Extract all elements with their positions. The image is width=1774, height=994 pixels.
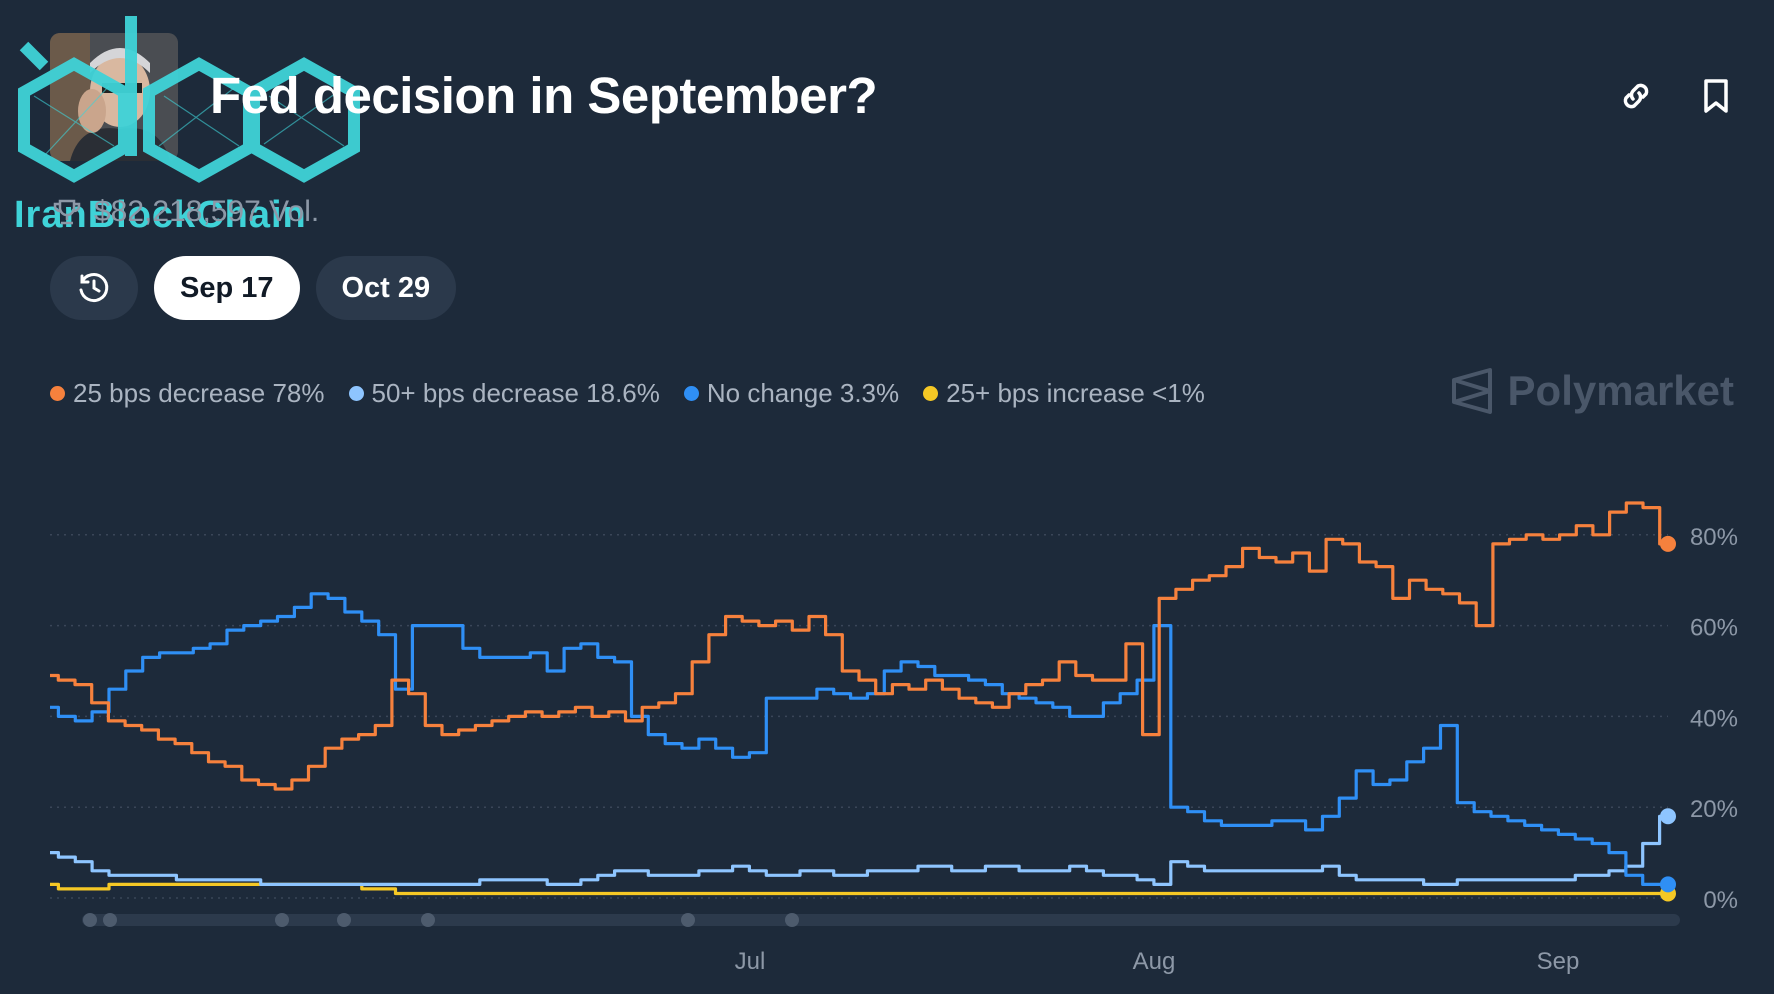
legend-dot [50, 386, 65, 401]
date-tabs: Sep 17 Oct 29 [50, 256, 457, 320]
iranblockchain-watermark-logo [18, 16, 360, 183]
scrubber-marker[interactable] [337, 913, 351, 927]
legend-label: 25+ bps increase <1% [946, 378, 1205, 408]
x-tick-label: Aug [1133, 948, 1176, 975]
series-line-1 [50, 814, 1668, 886]
link-icon[interactable] [1616, 76, 1656, 116]
legend-dot [923, 386, 939, 401]
series-line-2 [50, 592, 1668, 886]
tab-oct-29[interactable]: Oct 29 [315, 256, 457, 320]
scrubber-marker[interactable] [421, 913, 435, 927]
legend-item-25bps-decrease: 25 bps decrease 78% [50, 378, 325, 409]
history-tab[interactable] [50, 256, 138, 320]
y-tick-label: 60% [1690, 615, 1738, 642]
y-tick-label: 40% [1690, 705, 1738, 732]
scrubber-marker[interactable] [681, 913, 695, 927]
scrubber-marker[interactable] [785, 913, 799, 927]
scrubber-marker[interactable] [103, 913, 117, 927]
y-axis-ticks: 80% 60% 40% 20% 0% [1690, 524, 1738, 914]
trophy-icon [53, 199, 81, 225]
volume-text: $82,218,597 Vol. [94, 195, 320, 228]
scrubber-track[interactable] [82, 914, 1680, 926]
chart-legend: 25 bps decrease 78% 50+ bps decrease 18.… [50, 378, 1205, 409]
legend-dot [348, 386, 364, 401]
legend-dot [683, 386, 699, 401]
x-tick-label: Jul [735, 948, 766, 975]
bookmark-icon[interactable] [1696, 76, 1736, 116]
scrubber-marker[interactable] [83, 913, 97, 927]
history-clock-icon [79, 273, 109, 303]
legend-item-50bps-decrease: 50+ bps decrease 18.6% [348, 378, 660, 409]
scrubber-marker[interactable] [275, 913, 289, 927]
legend-label: 25 bps decrease 78% [73, 378, 325, 408]
polymarket-logo-icon [1451, 368, 1492, 414]
y-tick-label: 80% [1690, 524, 1738, 551]
series-end-point [1660, 808, 1676, 825]
legend-label: No change 3.3% [706, 378, 900, 408]
brand-name: Polymarket [1507, 367, 1734, 414]
time-scrubber[interactable] [82, 913, 1680, 927]
series-end-point [1660, 876, 1676, 893]
volume-row: $82,218,597 Vol. [52, 195, 319, 229]
market-avatar [50, 33, 178, 161]
top-actions [1616, 76, 1736, 116]
y-tick-label: 20% [1690, 796, 1738, 823]
legend-item-no-change: No change 3.3% [683, 378, 900, 409]
series-end-point [1660, 535, 1676, 552]
x-axis-ticks: Jul Aug Sep [735, 948, 1580, 975]
tab-sep-17[interactable]: Sep 17 [154, 256, 300, 320]
polymarket-brand: Polymarket [1450, 366, 1734, 416]
x-tick-label: Sep [1537, 948, 1580, 975]
series-line-0 [50, 501, 1668, 791]
y-tick-label: 0% [1703, 887, 1738, 914]
legend-label: 50+ bps decrease 18.6% [371, 378, 660, 408]
legend-item-25bps-increase: 25+ bps increase <1% [923, 378, 1205, 409]
market-title: Fed decision in September? [210, 67, 878, 124]
chart-series [50, 501, 1676, 902]
